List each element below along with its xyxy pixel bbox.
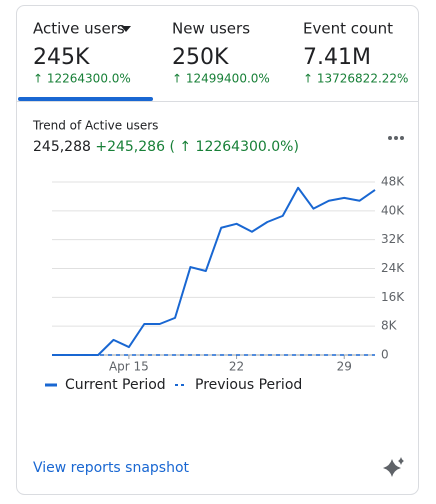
plot: 0 8K 16K 24K 32K 40K 48K Apr 15 22 29 Current Peri… [45, 175, 405, 393]
total: 245,288 [33, 139, 91, 155]
y-tick-label: 32K [381, 232, 405, 246]
tab-value: 7.41M [303, 45, 371, 70]
card [16, 5, 419, 495]
series-line [52, 186, 376, 356]
chart-subtitle: 245,288 +245,286 ( ↑ 12264300.0%) [33, 139, 299, 155]
x-tick-label: Apr 15 [109, 360, 149, 374]
tab-change: ↑ 12264300.0% [33, 72, 131, 86]
sparkle-icon[interactable] [383, 457, 404, 477]
x-tick-label: 29 [337, 360, 352, 374]
tab-change: ↑ 12499400.0% [172, 72, 270, 86]
tab-change: ↑ 13726822.22% [303, 72, 408, 86]
tab-value: 245K [33, 45, 90, 70]
active-tab-indicator [18, 97, 153, 101]
tab-label[interactable]: Active users [33, 20, 125, 38]
tab[interactable]: Event count 7.41M ↑ 13726822.22% [303, 20, 408, 86]
percent: ( ↑ 12264300.0%) [169, 139, 298, 155]
y-tick-label: 0 [381, 348, 389, 362]
dropdown-arrow[interactable] [121, 26, 131, 32]
tab-value: 250K [172, 45, 229, 70]
link[interactable]: View reports snapshot [33, 460, 190, 476]
tab[interactable]: New users 250K ↑ 12499400.0% [172, 20, 270, 86]
tab-label[interactable]: New users [172, 20, 250, 38]
y-tick-label: 16K [381, 290, 405, 304]
more-menu[interactable] [388, 136, 404, 140]
dot[interactable] [394, 136, 398, 140]
y-tick-label: 8K [381, 319, 398, 333]
dot[interactable] [400, 136, 404, 140]
y-tick-label: 24K [381, 261, 405, 275]
delta: +245,286 [95, 139, 165, 155]
dot[interactable] [388, 136, 392, 140]
y-tick-label: 48K [381, 175, 405, 189]
x-tick-label: 22 [229, 360, 244, 374]
tab[interactable]: Active users 245K ↑ 12264300.0% [33, 20, 131, 86]
chart-title: Trend of Active users [32, 119, 158, 133]
tab-label[interactable]: Event count [303, 20, 393, 38]
legend-label: Current Period [65, 377, 166, 393]
legend-label: Previous Period [195, 377, 302, 393]
y-tick-label: 40K [381, 203, 405, 217]
